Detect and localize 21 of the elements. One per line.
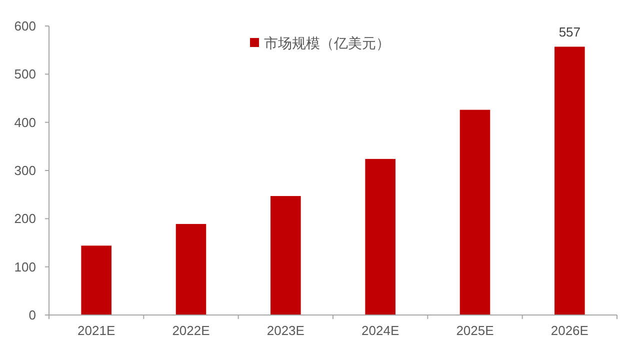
bar [176, 224, 206, 315]
y-tick-label: 100 [14, 259, 36, 274]
x-tick-label: 2025E [456, 323, 494, 338]
bar [270, 196, 301, 315]
y-tick-label: 200 [14, 211, 36, 226]
x-tick-label: 2023E [266, 323, 305, 338]
x-tick-label: 2026E [550, 323, 589, 338]
bar [81, 246, 112, 315]
x-tick-label: 2024E [362, 323, 400, 338]
bar [554, 46, 585, 315]
x-tick-label: 2022E [172, 323, 210, 338]
legend-label: 市场规模（亿美元） [264, 34, 390, 51]
x-tick-label: 2021E [78, 323, 116, 338]
bar [460, 110, 490, 315]
y-tick-label: 0 [28, 308, 36, 323]
y-tick-label: 300 [14, 163, 36, 178]
y-tick-label: 600 [14, 18, 36, 34]
y-tick-label: 500 [14, 66, 36, 82]
data-label: 557 [558, 24, 581, 40]
bar [365, 158, 396, 315]
y-tick-label: 400 [14, 114, 36, 130]
